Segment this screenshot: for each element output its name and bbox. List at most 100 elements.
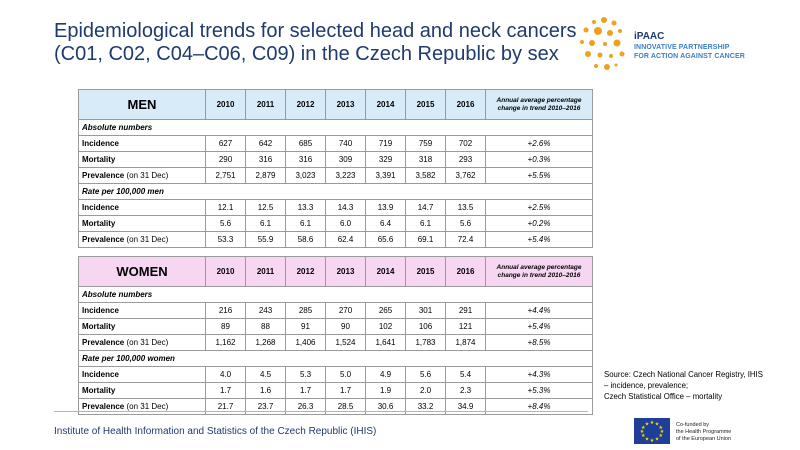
table-cell: 2.0 [405, 382, 446, 399]
table-cell: 1.7 [325, 382, 366, 399]
table-cell: 329 [365, 151, 406, 168]
table-cell: 1.6 [245, 382, 286, 399]
table-cell: 293 [445, 151, 486, 168]
year-header: 2011 [245, 256, 286, 287]
table-cell: 5.6 [445, 215, 486, 232]
table-cell: 216 [205, 302, 246, 319]
annual-change-cell: +5.4% [485, 318, 593, 335]
svg-text:★: ★ [650, 420, 655, 426]
annual-change-cell: +5.5% [485, 167, 593, 184]
table-cell: 69.1 [405, 231, 446, 248]
section-title: Rate per 100,000 men [78, 183, 593, 200]
annual-change-cell: +8.4% [485, 398, 593, 415]
table-cell: 1,406 [285, 334, 326, 351]
row-label-text: Incidence [82, 139, 119, 148]
table-cell: 6.0 [325, 215, 366, 232]
year-header: 2010 [205, 89, 246, 120]
table-cell: 1.7 [285, 382, 326, 399]
row-label-text: Prevalence [82, 235, 125, 244]
year-header: 2014 [365, 89, 406, 120]
year-header: 2013 [325, 256, 366, 287]
svg-text:★: ★ [645, 421, 650, 427]
section-title: Rate per 100,000 women [78, 350, 593, 367]
eu-cofunding-text: Co-funded by the Health Programme of the… [676, 422, 731, 443]
table-cell: 88 [245, 318, 286, 335]
ipaac-tagline-1: INNOVATIVE PARTNERSHIP [634, 44, 730, 51]
table-cell: 33.2 [405, 398, 446, 415]
table-cell: 30.6 [365, 398, 406, 415]
svg-text:★: ★ [655, 421, 660, 427]
annual-change-cell: +4.3% [485, 366, 593, 383]
slide-title-line-2: (C01, C02, C04–C06, C09) in the Czech Re… [54, 43, 559, 65]
annual-change-cell: +8.5% [485, 334, 593, 351]
table-cell: 14.7 [405, 199, 446, 216]
women-table: WOMEN 2010 2011 2012 2013 2014 2015 2016 Annual … [78, 256, 593, 415]
ipaac-tagline-2: FOR ACTION AGAINST CANCER [634, 53, 745, 60]
table-cell: 65.6 [365, 231, 406, 248]
table-cell: 1,162 [205, 334, 246, 351]
eu-text-line-2: the Health Programme [676, 429, 732, 435]
row-label: Prevalence (on 31 Dec) [78, 334, 206, 351]
table-cell: 291 [445, 302, 486, 319]
year-header: 2013 [325, 89, 366, 120]
table-cell: 1.9 [365, 382, 406, 399]
table-cell: 89 [205, 318, 246, 335]
year-header: 2010 [205, 256, 246, 287]
table-cell: 12.1 [205, 199, 246, 216]
section-header-row: Rate per 100,000 men [78, 183, 593, 200]
table-cell: 3,023 [285, 167, 326, 184]
year-header: 2016 [445, 256, 486, 287]
row-label: Mortality [78, 318, 206, 335]
source-note: Source: Czech National Cancer Registry, … [604, 369, 796, 402]
year-header: 2012 [285, 256, 326, 287]
table-cell: 642 [245, 135, 286, 152]
table-cell: 301 [405, 302, 446, 319]
table-cell: 13.5 [445, 199, 486, 216]
row-label-note: (on 31 Dec) [124, 402, 169, 411]
table-cell: 265 [365, 302, 406, 319]
svg-text:★: ★ [640, 429, 645, 435]
source-line-3: Czech Statistical Office – mortality [604, 392, 723, 401]
table-row: Mortality 5.6 6.1 6.1 6.0 6.4 6.1 5.6 +0.2% [78, 215, 593, 232]
section-header-row: Rate per 100,000 women [78, 350, 593, 367]
table-cell: 3,582 [405, 167, 446, 184]
row-label-text: Incidence [82, 370, 119, 379]
table-cell: 316 [285, 151, 326, 168]
annual-change-header: Annual average percentage change in tren… [485, 256, 593, 287]
row-label-text: Mortality [82, 155, 116, 164]
table-row: Mortality 89 88 91 90 102 106 121 +5.4% [78, 318, 593, 335]
annual-change-cell: +5.3% [485, 382, 593, 399]
year-header: 2011 [245, 89, 286, 120]
ipaac-brand: iPAAC [634, 31, 664, 42]
eu-flag-icon: ★ ★ ★ ★ ★ ★ ★ ★ ★ ★ ★ ★ [634, 418, 670, 444]
table-row: Mortality 290 316 316 309 329 318 293 +0.3% [78, 151, 593, 168]
table-cell: 14.3 [325, 199, 366, 216]
table-row: Mortality 1.7 1.6 1.7 1.7 1.9 2.0 2.3 +5.3% [78, 382, 593, 399]
section-title: Absolute numbers [78, 286, 593, 303]
table-cell: 28.5 [325, 398, 366, 415]
table-cell: 1,641 [365, 334, 406, 351]
table-cell: 285 [285, 302, 326, 319]
table-cell: 3,223 [325, 167, 366, 184]
svg-text:★: ★ [645, 437, 650, 443]
row-label: Prevalence (on 31 Dec) [78, 167, 206, 184]
table-cell: 55.9 [245, 231, 286, 248]
table-cell: 2.3 [445, 382, 486, 399]
table-cell: 3,391 [365, 167, 406, 184]
row-label-text: Prevalence [82, 338, 125, 347]
table-row: Prevalence (on 31 Dec) 53.3 55.9 58.6 62.4 65… [78, 231, 593, 248]
table-cell: 26.3 [285, 398, 326, 415]
source-line-2: – incidence, prevalence; [604, 381, 689, 390]
footer-text: Institute of Health Information and Stat… [54, 426, 377, 437]
eu-stars-icon: ★ ★ ★ ★ ★ ★ ★ ★ ★ ★ ★ ★ [640, 420, 665, 444]
men-table-label: MEN [78, 89, 206, 120]
table-cell: 121 [445, 318, 486, 335]
eu-cofunding-badge: ★ ★ ★ ★ ★ ★ ★ ★ ★ ★ ★ ★ Co-funded by the… [634, 418, 794, 448]
annual-change-cell: +0.2% [485, 215, 593, 232]
row-label: Mortality [78, 151, 206, 168]
table-cell: 318 [405, 151, 446, 168]
table-cell: 102 [365, 318, 406, 335]
section-header-row: Absolute numbers [78, 119, 593, 136]
table-row: Incidence 12.1 12.5 13.3 14.3 13.9 14.7 13.5 +2.… [78, 199, 593, 216]
table-cell: 91 [285, 318, 326, 335]
